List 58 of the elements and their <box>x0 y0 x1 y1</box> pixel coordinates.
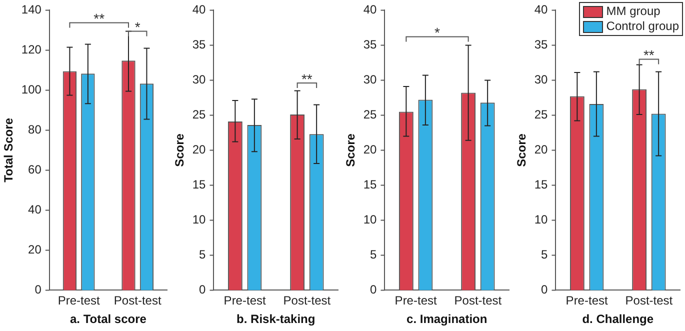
y-tick-label: 10 <box>363 212 378 227</box>
y-tick-label: 5 <box>370 248 378 262</box>
x-tick-label: Pre-test <box>58 294 100 308</box>
y-tick-label: 25 <box>534 108 548 122</box>
x-tick-label: Post-test <box>114 294 162 308</box>
annotation: ** <box>301 70 313 87</box>
y-axis-title: Score <box>514 133 529 167</box>
y-tick-label: 25 <box>192 108 206 122</box>
y-tick-label: 35 <box>192 38 206 52</box>
y-tick-label: 30 <box>534 72 548 87</box>
x-tick-label: Pre-test <box>394 294 438 308</box>
y-tick-label: 20 <box>28 242 42 257</box>
annotation: * <box>434 24 441 41</box>
y-tick-label: 15 <box>192 178 206 192</box>
y-tick-label: 40 <box>28 202 42 217</box>
x-axis-title: c. Imagination <box>406 312 488 326</box>
x-axis-title: d. Challenge <box>582 312 654 326</box>
y-tick-label: 0 <box>541 282 548 297</box>
y-tick-label: 5 <box>199 248 206 262</box>
y-tick-label: 100 <box>21 82 42 97</box>
y-tick-label: 25 <box>363 108 378 122</box>
y-tick-label: 30 <box>363 72 378 87</box>
y-axis-title: Score <box>172 133 187 167</box>
y-tick-label: 5 <box>541 248 548 262</box>
y-axis-title: Total Score <box>2 118 16 182</box>
y-tick-label: 20 <box>363 142 378 157</box>
x-tick-label: Post-test <box>625 294 674 308</box>
annotation: * <box>134 19 141 36</box>
y-tick-label: 40 <box>363 2 378 17</box>
y-tick-label: 40 <box>534 2 548 17</box>
x-axis-title: a. Total score <box>70 312 147 326</box>
y-tick-label: 140 <box>21 2 42 17</box>
y-tick-label: 35 <box>534 38 548 52</box>
y-tick-label: 35 <box>363 38 378 52</box>
x-tick-label: Pre-test <box>224 294 266 308</box>
y-tick-label: 20 <box>534 142 548 157</box>
y-tick-label: 80 <box>28 122 42 137</box>
y-tick-label: 30 <box>192 72 206 87</box>
legend-label: Control group <box>606 19 679 34</box>
x-tick-label: Post-test <box>283 294 332 308</box>
x-axis-title: b. Risk-taking <box>236 312 316 326</box>
y-tick-label: 0 <box>199 282 206 297</box>
y-tick-label: 0 <box>370 282 378 297</box>
x-tick-label: Post-test <box>454 294 502 308</box>
y-tick-label: 120 <box>21 42 42 57</box>
y-tick-label: 10 <box>192 212 206 227</box>
y-tick-label: 0 <box>34 282 42 297</box>
annotation: ** <box>643 47 655 64</box>
y-tick-label: 60 <box>28 162 42 177</box>
y-tick-label: 40 <box>192 2 206 17</box>
annotation: ** <box>94 10 106 27</box>
legend-label: MM group <box>606 4 660 19</box>
y-tick-label: 20 <box>192 142 206 157</box>
y-axis-title: Score <box>344 133 358 167</box>
y-tick-label: 10 <box>534 212 548 227</box>
y-tick-label: 15 <box>534 178 548 192</box>
y-tick-label: 15 <box>363 178 378 192</box>
x-tick-label: Pre-test <box>566 294 608 308</box>
